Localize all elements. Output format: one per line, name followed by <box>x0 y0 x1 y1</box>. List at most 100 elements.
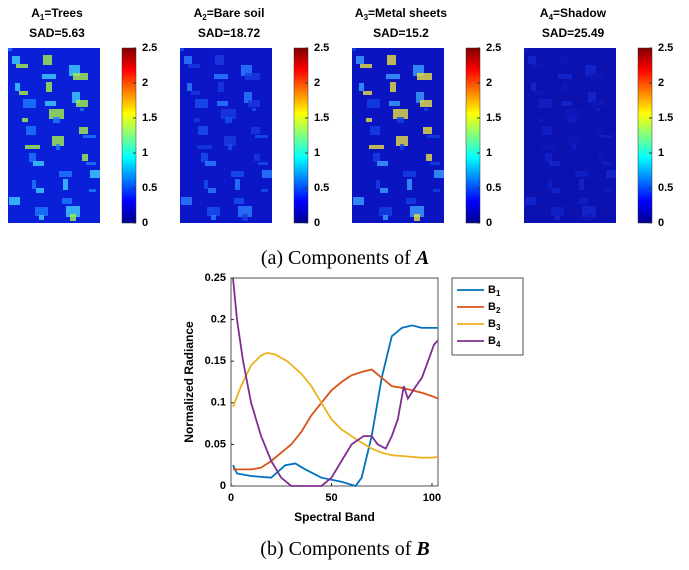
map-patch <box>589 73 604 80</box>
map-patch <box>22 118 28 122</box>
map-patch <box>49 109 64 119</box>
map-patch <box>559 55 568 65</box>
map-patch <box>205 161 216 166</box>
map-patch <box>423 127 432 134</box>
colorbar-tick-label: 0 <box>314 217 320 229</box>
map-patch <box>83 135 96 138</box>
map-patch <box>426 154 432 161</box>
map-patch <box>258 162 268 165</box>
map-patch <box>606 170 616 178</box>
map-patch <box>407 179 412 190</box>
map-patch <box>198 126 208 135</box>
map-patch <box>565 109 580 119</box>
map-patch <box>211 215 216 220</box>
map-patch <box>79 127 88 134</box>
map-patch <box>197 145 212 149</box>
map-patch <box>352 48 356 51</box>
panel-sad: SAD=15.2 <box>373 26 429 40</box>
map-patch <box>9 197 20 205</box>
map-patch <box>552 188 560 193</box>
series-line <box>232 324 438 488</box>
map-patch <box>248 100 260 107</box>
colorbar <box>465 47 481 224</box>
map-patch <box>19 91 28 95</box>
map-patch <box>359 83 364 91</box>
map-patch <box>605 189 612 192</box>
map-patch <box>208 188 216 193</box>
colorbar-tick-label: 1.5 <box>658 112 673 124</box>
map-patch <box>242 214 248 221</box>
map-patch <box>380 188 388 193</box>
map-patch <box>16 64 28 68</box>
map-patch <box>39 215 44 220</box>
map-patch <box>180 48 184 51</box>
map-patch <box>234 198 244 204</box>
panel-sad: SAD=5.63 <box>29 26 85 40</box>
map-patch <box>238 206 252 217</box>
map-patch <box>541 145 556 149</box>
map-patch <box>86 162 96 165</box>
map-patch <box>572 144 576 150</box>
map-patch <box>379 207 392 216</box>
map-patch <box>598 154 604 161</box>
map-patch <box>218 82 224 92</box>
map-patch <box>15 83 20 91</box>
y-tick-label: 0.2 <box>211 314 226 326</box>
legend-label: B2 <box>488 301 501 315</box>
colorbar-tick-label: 1 <box>142 147 148 159</box>
panel-title: A1=Trees <box>31 6 83 22</box>
colorbar <box>121 47 137 224</box>
map-patch <box>90 170 100 178</box>
map-patch <box>194 118 200 122</box>
colorbar-tick-label: 0 <box>142 217 148 229</box>
map-patch <box>596 108 600 111</box>
x-tick-label: 0 <box>228 492 234 504</box>
map-patch <box>569 117 576 123</box>
map-patch <box>252 108 256 111</box>
y-tick-label: 0.1 <box>211 397 226 409</box>
map-patch <box>578 198 588 204</box>
map-patch <box>225 117 232 123</box>
panel-sad: SAD=25.49 <box>542 26 605 40</box>
colorbar <box>293 47 309 224</box>
map-patch <box>539 99 552 108</box>
y-tick-label: 0 <box>220 480 226 492</box>
map-patch <box>602 162 612 165</box>
map-patch <box>59 171 72 177</box>
colorbar-tick-label: 0.5 <box>486 182 501 194</box>
map-patch <box>214 74 228 79</box>
panel-sad: SAD=18.72 <box>198 26 261 40</box>
map-patch <box>535 91 544 95</box>
map-patch <box>191 91 200 95</box>
map-patch <box>424 108 428 111</box>
map-patch <box>251 127 260 134</box>
map-patch <box>53 117 60 123</box>
panel-title: A4=Shadow <box>540 6 607 22</box>
colorbar-tick-label: 2 <box>486 77 492 89</box>
map-patch <box>548 180 552 189</box>
map-patch <box>542 126 552 135</box>
map-patch <box>43 55 52 65</box>
map-patch <box>549 161 560 166</box>
map-patch <box>35 207 48 216</box>
map-patch <box>215 55 224 65</box>
map-patch <box>528 56 536 64</box>
map-patch <box>406 198 416 204</box>
map-patch <box>433 189 440 192</box>
map-patch <box>551 207 564 216</box>
map-patch <box>235 179 240 190</box>
map-patch <box>387 55 396 65</box>
map-patch <box>579 179 584 190</box>
map-patch <box>42 74 56 79</box>
map-patch <box>434 170 444 178</box>
map-patch <box>376 180 380 189</box>
map-patch <box>363 91 372 95</box>
map-patch <box>393 109 408 119</box>
map-patch <box>370 126 380 135</box>
map-patch <box>369 145 384 149</box>
y-axis-label: Normalized Radiance <box>182 321 196 443</box>
colorbar-tick-label: 1 <box>658 147 664 159</box>
colorbar-tick-label: 0.5 <box>658 182 673 194</box>
map-patch <box>228 144 232 150</box>
